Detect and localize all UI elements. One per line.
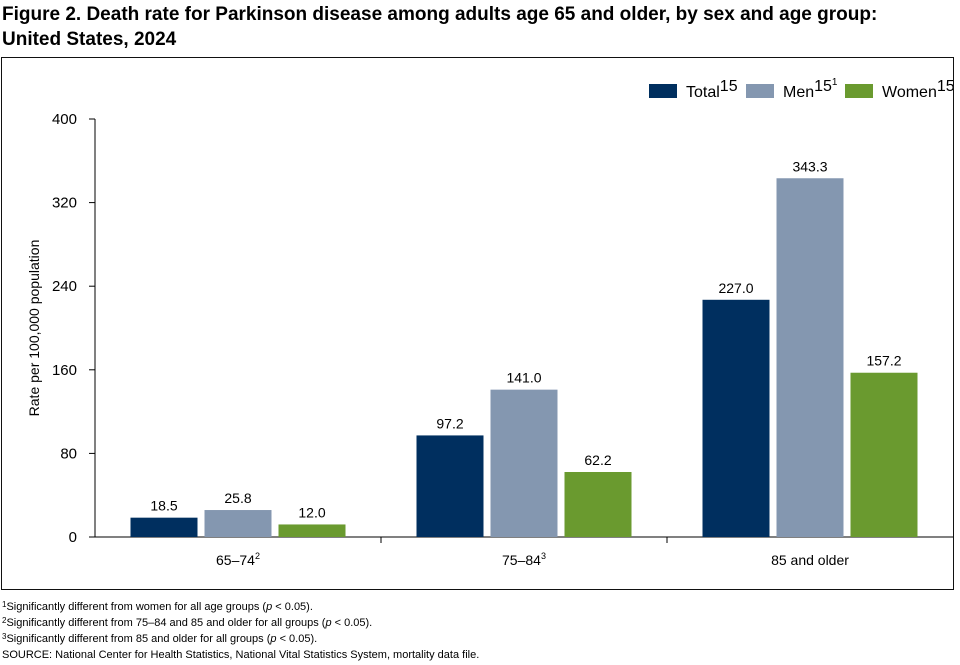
bar-total [130, 517, 198, 537]
svg-text:Total15: Total15 [686, 78, 738, 101]
y-tick-label: 0 [69, 529, 77, 546]
y-tick-label: 240 [52, 278, 77, 295]
figure-title-line2: United States, 2024 [2, 29, 177, 50]
x-category-label: 85 and older [771, 552, 849, 568]
source-note: SOURCE: National Center for Health Stati… [2, 649, 480, 661]
bar-women [564, 472, 632, 537]
x-category-label: 65–742 [216, 551, 260, 568]
bar-value-label: 25.8 [224, 490, 251, 506]
bar-men [490, 389, 558, 537]
y-tick-label: 80 [60, 445, 77, 462]
bar-value-label: 141.0 [506, 370, 541, 386]
y-tick-label: 320 [52, 195, 77, 212]
bar-value-label: 18.5 [150, 498, 177, 514]
footnote-1: 1Significantly different from women for … [2, 600, 313, 613]
bar-total [416, 435, 484, 537]
footnote-3: 3Significantly different from 85 and old… [2, 632, 318, 645]
figure-title: Figure 2. Death rate for Parkinson disea… [2, 2, 952, 52]
bar-women [278, 524, 346, 537]
bar-value-label: 343.3 [792, 158, 827, 174]
bar-men [204, 510, 272, 537]
bar-men [776, 178, 844, 537]
y-tick-label: 160 [52, 362, 77, 379]
bar-value-label: 12.0 [298, 504, 325, 520]
chart-frame: 0 80 160 240 320 400 Rate per 100,000 populati… [1, 57, 954, 590]
figure-title-line1: Figure 2. Death rate for Parkinson disea… [2, 4, 878, 25]
bar-value-label: 157.2 [866, 353, 901, 369]
y-axis-title: Rate per 100,000 population [26, 240, 42, 417]
bar-women [850, 372, 918, 537]
footnote-2: 2Significantly different from 75–84 and … [2, 616, 373, 629]
y-tick-label: 400 [52, 111, 77, 128]
legend-swatch-men [746, 84, 774, 98]
svg-text:Men151: Men151 [783, 77, 838, 101]
x-category-label: 75–843 [502, 551, 546, 568]
bar-value-label: 62.2 [584, 452, 611, 468]
bar-chart: 0 80 160 240 320 400 Rate per 100,000 populati… [26, 77, 953, 568]
footnotes: 1Significantly different from women for … [2, 599, 952, 663]
legend-swatch-total [649, 84, 677, 98]
bar-value-label: 97.2 [436, 415, 463, 431]
svg-text:Women15: Women15 [882, 78, 953, 101]
bar-value-label: 227.0 [718, 280, 753, 296]
bar-total [702, 299, 770, 537]
legend-swatch-women [845, 84, 873, 98]
